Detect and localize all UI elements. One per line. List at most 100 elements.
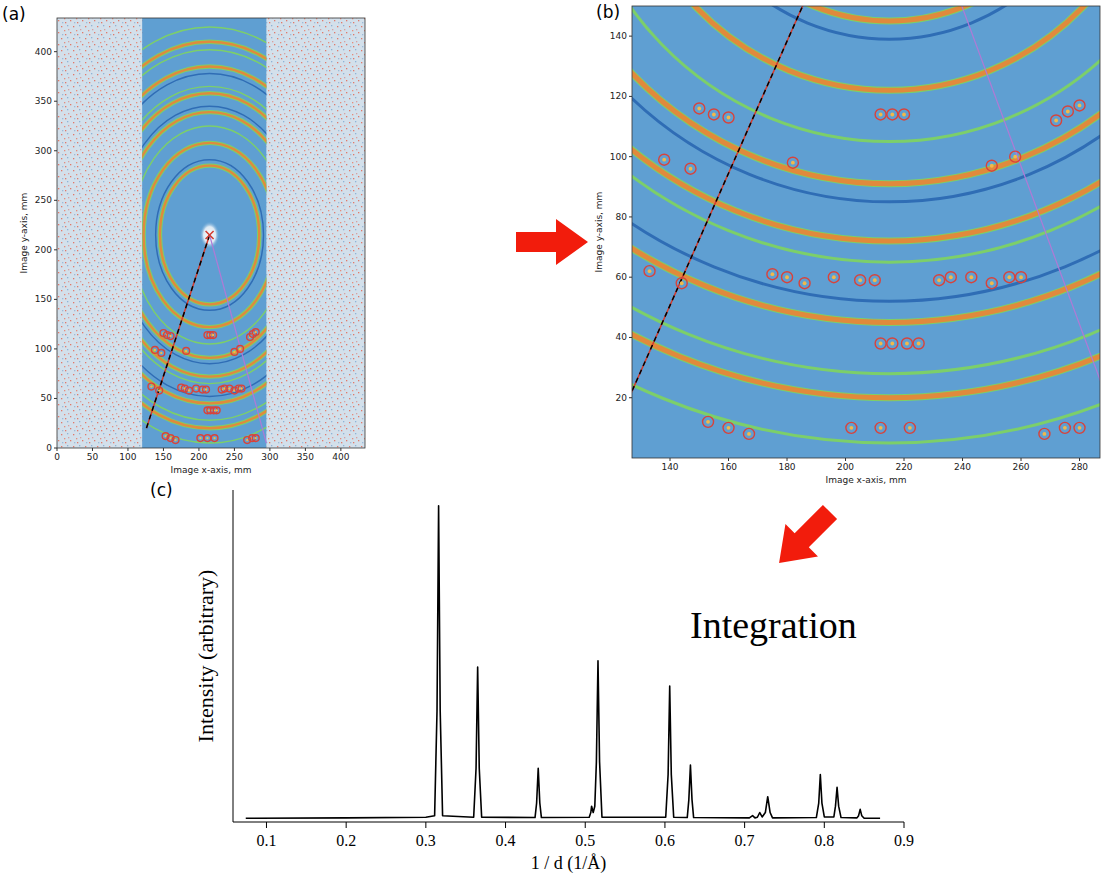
bragg-spot	[703, 416, 714, 427]
beam-center	[206, 231, 214, 239]
spot-core	[1043, 432, 1047, 436]
diffraction-ring	[142, 50, 266, 421]
spot-core	[648, 269, 652, 273]
spot-core	[150, 385, 152, 387]
spot-core	[205, 388, 207, 390]
x-tick	[845, 458, 846, 461]
spot-core	[154, 349, 156, 351]
bragg-spot	[685, 163, 696, 174]
spot-core	[1063, 426, 1067, 430]
y-tick-label: 200	[35, 245, 52, 255]
spot-core	[195, 387, 197, 389]
spot-core	[727, 116, 731, 120]
spot-core	[832, 275, 836, 279]
y-tick-label: 150	[35, 294, 52, 304]
diffraction-ring	[142, 67, 266, 404]
x-tick-label: 0.1	[256, 832, 276, 849]
x-tick	[234, 448, 235, 451]
x-tick	[425, 822, 426, 828]
spot-core	[849, 426, 853, 430]
rings	[142, 27, 266, 443]
bragg-spot	[1039, 428, 1050, 439]
spot-core	[164, 435, 166, 437]
spot-core	[873, 278, 877, 282]
bragg-spot	[167, 333, 174, 340]
ring-halo	[632, 6, 1100, 398]
x-tick-label: 200	[190, 452, 207, 462]
frame	[57, 18, 365, 448]
x-tick	[163, 448, 164, 451]
y-axis-title: Image y-axis, mm	[19, 193, 29, 274]
y-tick	[54, 299, 57, 300]
x-tick	[744, 822, 745, 828]
x-tick	[198, 448, 199, 451]
diffraction-ring	[144, 143, 267, 327]
y-tick	[629, 156, 632, 157]
y-tick-label: 100	[35, 344, 52, 354]
x-tick-label: 200	[837, 462, 854, 472]
y-tick-label: 350	[35, 96, 52, 106]
spot-core	[858, 278, 862, 282]
y-tick	[54, 150, 57, 151]
diffraction-ring	[142, 86, 266, 383]
bragg-spot	[904, 422, 915, 433]
ring-halo	[632, 6, 1100, 241]
x-tick	[340, 448, 341, 451]
line-underlay	[632, 6, 889, 398]
azimuth-line	[632, 6, 889, 398]
bragg-spot	[986, 278, 997, 289]
ring-halo	[144, 143, 267, 327]
diffraction-ring	[632, 6, 1100, 184]
x-tick-label: 240	[954, 462, 971, 472]
spot-core	[1054, 119, 1058, 123]
y-tick	[54, 200, 57, 201]
x-axis-title: 1 / d (1/Å)	[531, 853, 607, 874]
spot-core	[770, 272, 774, 276]
diffraction-ring	[142, 42, 266, 428]
bragg-spot	[828, 272, 839, 283]
frame	[632, 6, 1100, 458]
spot-core	[803, 281, 807, 285]
spot-core	[246, 439, 248, 441]
bragg-spot	[945, 272, 956, 283]
ring-halo	[632, 6, 1100, 184]
diffraction-ring	[142, 27, 266, 443]
spot-core	[949, 275, 953, 279]
x-tick-label: 350	[297, 452, 314, 462]
bragg-spot	[252, 435, 259, 442]
ring-halo	[142, 93, 266, 376]
x-tick-label: 50	[87, 452, 99, 462]
spot-core	[791, 161, 795, 165]
spot-core	[785, 275, 789, 279]
bragg-spot	[238, 385, 245, 392]
x-tick-label: 300	[261, 452, 278, 462]
spot-core	[188, 389, 190, 391]
spot-core	[169, 437, 171, 439]
spot-core	[223, 387, 225, 389]
x-tick	[505, 822, 506, 828]
spot-core	[160, 352, 162, 354]
bragg-spot	[193, 385, 200, 392]
bragg-spot	[210, 332, 217, 339]
bragg-spot	[875, 338, 886, 349]
spot-core	[712, 113, 716, 117]
bragg-spot	[213, 407, 220, 414]
diffraction-ring	[632, 6, 1100, 443]
x-axis-title: Image x-axis, mm	[826, 475, 907, 485]
spot-core	[747, 432, 751, 436]
spot-core	[255, 331, 257, 333]
bragg-spot	[156, 387, 163, 394]
x-tick	[904, 822, 905, 828]
x-tick	[728, 458, 729, 461]
diffraction-ring	[632, 6, 1100, 301]
y-tick-label: 120	[610, 91, 627, 101]
diffraction-ring	[685, 6, 1095, 21]
y-tick-label: 50	[41, 393, 53, 403]
spot-core	[174, 439, 176, 441]
diffraction-ring	[632, 6, 1100, 398]
spot-core	[1007, 275, 1011, 279]
bragg-spot	[887, 338, 898, 349]
y-tick	[629, 397, 632, 398]
bragg-spot	[1062, 106, 1073, 117]
x-tick-label: 0.7	[735, 832, 755, 849]
